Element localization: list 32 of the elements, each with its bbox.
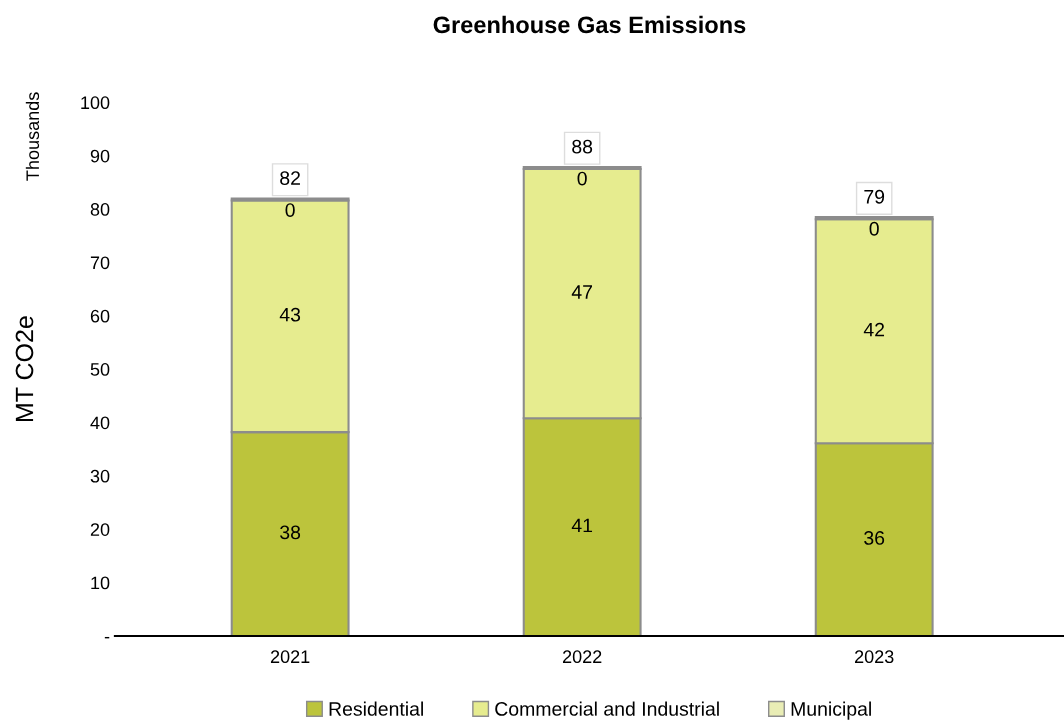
y-tick-label: 30 xyxy=(90,469,110,483)
total-label: 88 xyxy=(572,139,593,154)
y-tick-label: 80 xyxy=(90,203,110,216)
x-tick-label: 2023 xyxy=(855,650,894,664)
y-tick-label: 70 xyxy=(90,256,110,270)
y-tick-label: 60 xyxy=(90,309,110,323)
total-label: 79 xyxy=(864,189,885,204)
y-tick-label: 100 xyxy=(81,96,110,110)
data-label: 42 xyxy=(863,322,885,337)
y-tick-label: 40 xyxy=(90,416,110,430)
y-tick-label: 50 xyxy=(90,363,110,376)
legend-label: Commercial and Industrial xyxy=(495,701,719,716)
data-label: 0 xyxy=(285,203,295,217)
x-tick-label: 2021 xyxy=(270,650,310,664)
data-label: 43 xyxy=(279,307,301,322)
text: Thousands xyxy=(25,92,40,181)
chart-title: Greenhouse Gas Emissions xyxy=(433,15,746,34)
legend-label: Municipal xyxy=(791,701,871,720)
data-label: 38 xyxy=(280,525,301,540)
y-tick-label: 20 xyxy=(90,523,110,536)
data-label: 0 xyxy=(577,171,587,186)
x-tick-label: 2022 xyxy=(562,650,602,664)
total-label: 82 xyxy=(280,171,300,185)
y-tick-label: 10 xyxy=(91,576,110,590)
y-axis-title: MT CO2e xyxy=(15,316,34,422)
data-label: 41 xyxy=(571,518,593,533)
y-tick-label: 90 xyxy=(90,149,110,163)
data-label: 47 xyxy=(571,285,592,299)
legend-label: Residential xyxy=(329,701,423,716)
data-label: 36 xyxy=(864,531,885,545)
data-label: 0 xyxy=(869,221,879,236)
y-tick-label: - xyxy=(104,636,110,639)
